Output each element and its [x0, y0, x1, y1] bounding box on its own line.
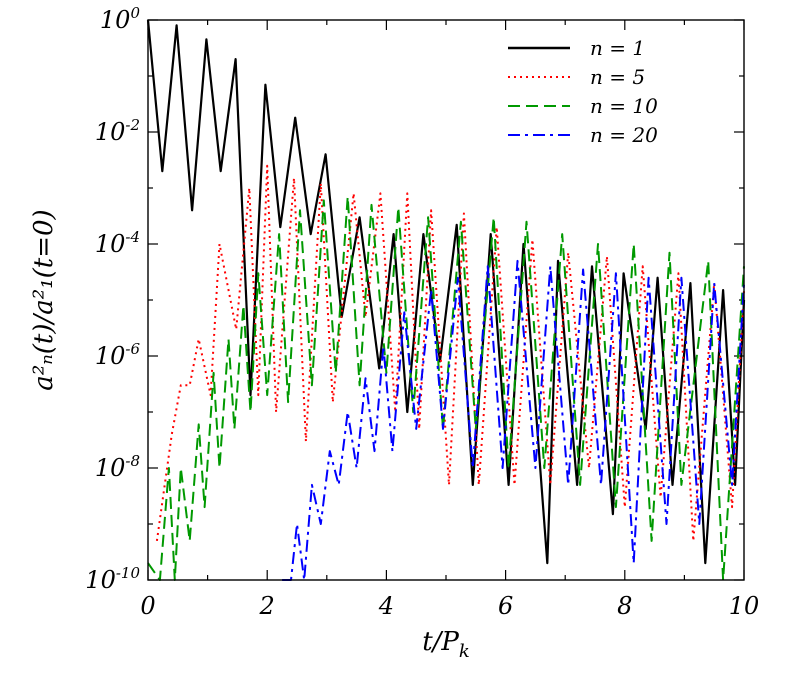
series-line-n=10 [147, 195, 745, 581]
y-tick-labels: 100 10-2 10-4 10-6 10-8 10-10 [85, 4, 140, 594]
y-tick-label: 10-4 [95, 228, 140, 258]
x-tick-label: 8 [617, 592, 632, 620]
series-line-n=5 [155, 164, 745, 542]
series-layer [146, 19, 746, 581]
legend-label: n = 20 [590, 123, 658, 147]
x-tick-label: 6 [498, 592, 513, 620]
y-tick-label: 10-8 [95, 452, 140, 482]
series-line-n=20 [282, 259, 745, 581]
legend-label: n = 5 [590, 65, 645, 89]
x-axis-label: t/Pk [422, 627, 470, 662]
y-axis-label: a²ₙ(t)/a²₁(t=0) [29, 209, 59, 390]
legend-label: n = 1 [590, 36, 645, 60]
x-tick-label: 2 [259, 592, 275, 620]
legend-label: n = 10 [590, 94, 658, 118]
y-tick-label: 100 [100, 4, 141, 34]
plot-frame [147, 19, 745, 581]
x-tick-labels: 0 2 4 6 8 10 [140, 592, 759, 620]
x-tick-label: 4 [378, 592, 394, 620]
y-tick-label: 10-6 [95, 340, 141, 370]
y-tick-label: 10-2 [95, 116, 140, 146]
legend: n = 1 n = 5 n = 10 n = 20 [508, 36, 658, 147]
x-tick-label: 10 [729, 592, 760, 620]
x-tick-label: 0 [140, 592, 155, 620]
y-tick-label: 10-10 [85, 564, 140, 594]
